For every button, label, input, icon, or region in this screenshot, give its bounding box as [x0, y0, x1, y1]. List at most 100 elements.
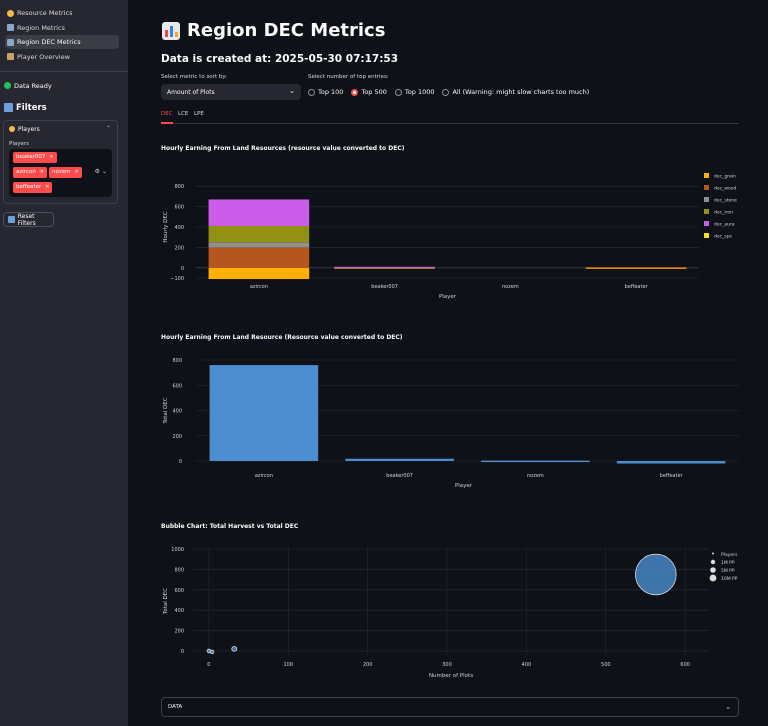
y-tick-label: 600	[174, 588, 184, 594]
legend-marker	[712, 552, 714, 555]
bar	[616, 461, 726, 464]
x-tick-label: 600	[680, 662, 690, 668]
nav-item-player-overview[interactable]: Player Overview	[5, 50, 119, 64]
legend-label: dec_stone	[714, 198, 737, 204]
bubble-point	[209, 649, 215, 655]
tab-dec[interactable]: DEC	[161, 111, 173, 124]
nav-label: Region Metrics	[17, 23, 65, 32]
close-icon[interactable]: ✕	[49, 154, 54, 160]
x-tick-label: azircon	[250, 284, 268, 290]
nav-label: Resource Metrics	[17, 9, 73, 17]
radio-icon	[394, 88, 402, 96]
status-dot-icon	[4, 82, 11, 89]
legend-label: 5M PP	[721, 568, 735, 574]
clear-all-icon[interactable]: ⚙	[94, 167, 101, 175]
chevron-down-icon: ⌄	[289, 87, 295, 95]
legend-label: dec_wood	[714, 186, 737, 192]
data-expander[interactable]: DATA ⌄	[161, 697, 739, 717]
nav-item-region-metrics[interactable]: Region Metrics	[5, 21, 119, 35]
reset-filters-button[interactable]: Reset Filters	[3, 212, 54, 227]
player-tag-label: beffeater	[16, 184, 42, 190]
y-axis-label: Hourly DEC	[163, 211, 169, 242]
metric-select-label: Select metric to sort by:	[161, 74, 228, 80]
radio-top-100[interactable]: Top 100	[308, 88, 343, 96]
y-axis-label: Total DEC	[163, 397, 169, 424]
y-tick-label: 400	[174, 225, 184, 231]
radio-all[interactable]: All (Warning: might slow charts too much…	[442, 88, 589, 96]
tab-lpe[interactable]: LPE	[194, 111, 204, 117]
y-tick-label: 800	[174, 567, 184, 573]
created-at: Data is created at: 2025-05-30 07:17:53	[161, 53, 398, 65]
x-tick-label: beaker007	[386, 473, 413, 479]
player-tag-label: beaker007	[16, 154, 46, 160]
filter-icon	[4, 103, 13, 112]
metric-select-value: Amount of Plots	[167, 88, 215, 96]
legend-label: 10M PP	[721, 576, 738, 582]
players-expander: Players ⌃ Players beaker007 ✕ azircon ✕ no…	[3, 119, 118, 204]
x-axis-label: Player	[439, 294, 457, 300]
player-tag[interactable]: beaker007 ✕	[13, 151, 57, 163]
radio-label: Top 500	[361, 88, 387, 96]
chart-title: Hourly Earning From Land Resources (reso…	[161, 145, 405, 152]
nav-item-region-dec-metrics[interactable]: Region DEC Metrics	[5, 35, 119, 49]
page-title: Region DEC Metrics	[162, 20, 385, 41]
x-axis-label: Player	[455, 483, 473, 489]
y-tick-label: 1000	[171, 547, 184, 553]
close-icon[interactable]: ✕	[39, 169, 45, 175]
radio-top-1000[interactable]: Top 1000	[394, 88, 435, 96]
total-dec-bar-chart-svg[interactable]: 0 200 400 600 800 azircon beaker007 nozem beffea…	[161, 328, 739, 498]
radio-label: Top 1000	[404, 88, 435, 96]
legend-swatch	[704, 197, 709, 202]
player-tag[interactable]: beffeater ✕	[13, 181, 53, 193]
status-text: Data Ready	[14, 81, 52, 90]
close-icon[interactable]: ✕	[45, 184, 50, 190]
main-content: Region DEC Metrics Data is created at: 2…	[128, 0, 768, 726]
chart-title: Hourly Earning From Land Resource (Resou…	[161, 334, 403, 341]
nav-item-resource-metrics[interactable]: Resource Metrics	[5, 6, 119, 20]
legend-title: Players	[721, 552, 738, 558]
legend-swatch	[704, 233, 709, 238]
top-entries-radio-group: Top 100 Top 500 Top 1000 All (Warning: m…	[308, 88, 597, 96]
radio-icon	[308, 88, 315, 96]
bar-segment	[585, 266, 687, 268]
x-tick-label: 400	[522, 662, 532, 668]
bar-segment	[585, 267, 687, 269]
player-tag[interactable]: nozem ✕	[49, 166, 82, 178]
bar	[345, 458, 454, 461]
x-tick-label: nozem	[502, 284, 519, 290]
player-tag[interactable]: azircon ✕	[13, 166, 48, 178]
radio-top-500[interactable]: Top 500	[351, 88, 387, 96]
legend-label: dec_sps	[714, 234, 733, 240]
x-tick-label: nozem	[527, 473, 544, 479]
reset-label: Reset Filters	[17, 212, 36, 227]
chevron-down-icon[interactable]: ⌄	[101, 167, 107, 175]
players-multiselect[interactable]: beaker007 ✕ azircon ✕ nozem ✕ beffeater ✕ ⚙ …	[9, 148, 112, 197]
stacked-bar-chart-svg[interactable]: −100 0 200 400 600 800 azircon beaker007 nozem be…	[161, 140, 739, 305]
legend-label: 1M PP	[721, 560, 735, 566]
legend-label: dec_aura	[714, 222, 735, 228]
y-tick-label: 400	[172, 409, 182, 415]
y-tick-label: 200	[174, 629, 184, 635]
bubble-point	[635, 553, 677, 596]
legend-marker	[709, 574, 717, 582]
bubble-point	[231, 645, 238, 652]
player-tag-label: azircon	[16, 169, 36, 175]
stacked-bar-chart: Hourly Earning From Land Resources (reso…	[161, 140, 739, 305]
legend-label: dec_iron	[714, 210, 733, 216]
nav-label: Region DEC Metrics	[17, 38, 81, 46]
map-icon	[7, 38, 14, 46]
chevron-up-icon[interactable]: ⌃	[105, 124, 111, 132]
metric-select[interactable]: Amount of Plots ⌄	[161, 84, 301, 100]
players-expander-header[interactable]: Players	[4, 121, 117, 133]
y-tick-label: 0	[181, 266, 184, 272]
y-tick-label: 200	[172, 434, 182, 440]
y-tick-label: 0	[179, 459, 182, 465]
close-icon[interactable]: ✕	[74, 169, 79, 175]
bubble-chart-svg[interactable]: 0 200 400 600 800 1000 0 100 200 300 400 500 600 Numb…	[161, 516, 739, 686]
tab-lce[interactable]: LCE	[178, 111, 189, 117]
nav-label: Player Overview	[17, 52, 70, 61]
chart-title: Bubble Chart: Total Harvest vs Total DEC	[161, 523, 299, 530]
page-title-text: Region DEC Metrics	[187, 20, 386, 41]
bar-segment	[208, 267, 310, 280]
reset-icon	[8, 216, 15, 223]
